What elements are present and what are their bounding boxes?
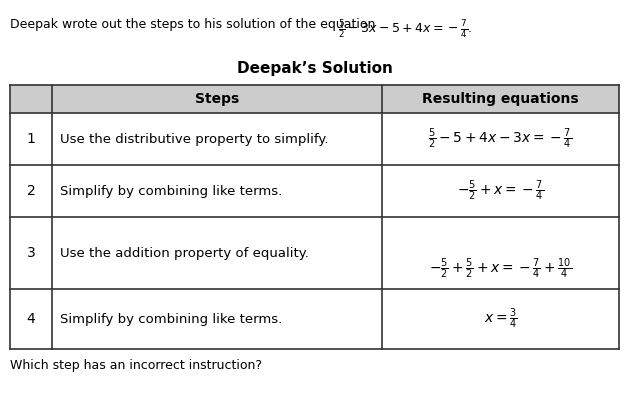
Text: Deepak wrote out the steps to his solution of the equation: Deepak wrote out the steps to his soluti… — [10, 18, 379, 31]
Text: $-\frac{5}{2} + \frac{5}{2} + x = -\frac{7}{4} + \frac{10}{4}$: $-\frac{5}{2} + \frac{5}{2} + x = -\frac… — [429, 257, 572, 281]
Text: Simplify by combining like terms.: Simplify by combining like terms. — [60, 312, 282, 326]
Text: Resulting equations: Resulting equations — [422, 92, 579, 106]
Text: 1: 1 — [26, 132, 35, 146]
Text: $\frac{5}{2} - 5 + 4x - 3x = -\frac{7}{4}$: $\frac{5}{2} - 5 + 4x - 3x = -\frac{7}{4… — [428, 127, 572, 151]
Text: Simplify by combining like terms.: Simplify by combining like terms. — [60, 184, 282, 198]
Text: Use the addition property of equality.: Use the addition property of equality. — [60, 247, 309, 259]
Text: Deepak’s Solution: Deepak’s Solution — [237, 61, 392, 75]
Text: 4: 4 — [26, 312, 35, 326]
Text: Use the distributive property to simplify.: Use the distributive property to simplif… — [60, 132, 328, 146]
Text: $-\frac{5}{2} + x = -\frac{7}{4}$: $-\frac{5}{2} + x = -\frac{7}{4}$ — [457, 179, 544, 203]
Text: Steps: Steps — [195, 92, 239, 106]
Text: $\frac{5}{2} - 3x - 5 + 4x = -\frac{7}{4}$.: $\frac{5}{2} - 3x - 5 + 4x = -\frac{7}{4… — [338, 18, 472, 40]
Text: 3: 3 — [26, 246, 35, 260]
Text: $x = \frac{3}{4}$: $x = \frac{3}{4}$ — [484, 307, 518, 331]
Text: 2: 2 — [26, 184, 35, 198]
Text: Which step has an incorrect instruction?: Which step has an incorrect instruction? — [10, 358, 262, 371]
Bar — [10, 85, 619, 113]
